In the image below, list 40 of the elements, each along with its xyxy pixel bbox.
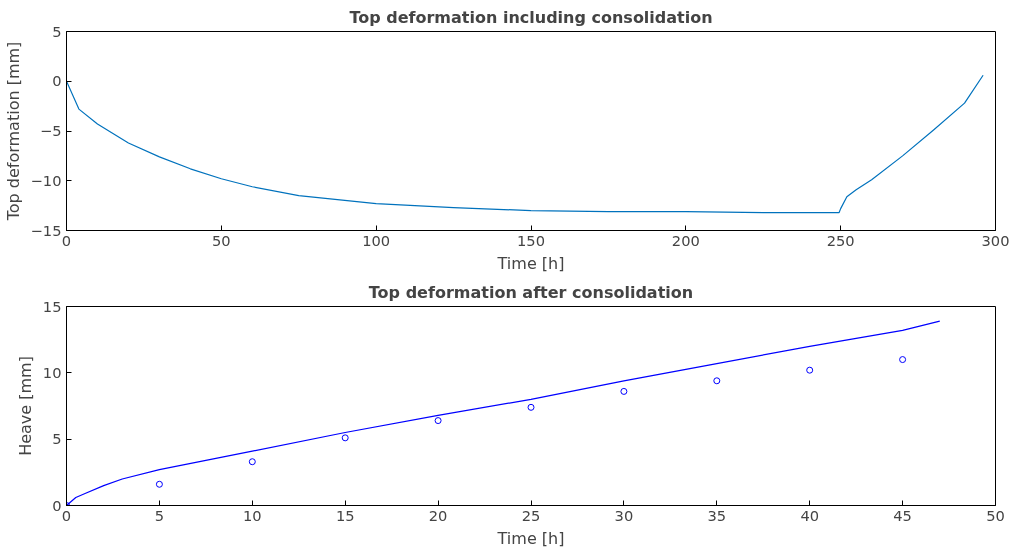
- line-series: [66, 74, 984, 214]
- x-tick-label: 50: [212, 231, 231, 249]
- y-tick-label: 5: [52, 430, 62, 448]
- x-tick-label: 30: [614, 506, 634, 524]
- point: [899, 356, 907, 364]
- x-axis-title: Time [h]: [496, 528, 565, 548]
- x-tick-label: 300: [981, 231, 1010, 249]
- point: [620, 387, 628, 395]
- x-tick-label: 40: [800, 506, 820, 524]
- chart-title: Top deformation including consolidation: [349, 7, 713, 27]
- x-axis-title: Time [h]: [496, 253, 565, 273]
- y-tick-label: 5: [52, 22, 62, 40]
- x-tick-label: 250: [826, 231, 855, 249]
- point: [248, 458, 256, 466]
- point: [713, 377, 721, 385]
- x-tick-label: 15: [335, 506, 355, 524]
- x-tick-label: 5: [154, 506, 165, 524]
- x-tick-label: 200: [671, 231, 700, 249]
- point: [527, 403, 535, 411]
- x-tick-label: 20: [428, 506, 448, 524]
- point: [434, 417, 442, 425]
- x-tick-label: 100: [362, 231, 391, 249]
- y-axis-title: Heave [mm]: [15, 356, 35, 456]
- y-tick-label: 15: [42, 297, 62, 315]
- point: [341, 434, 349, 442]
- y-tick-label: 10: [42, 363, 62, 381]
- y-tick-label: −10: [30, 171, 62, 189]
- x-tick-label: 50: [986, 506, 1005, 524]
- point: [155, 480, 163, 488]
- y-tick-label: 0: [52, 72, 62, 90]
- x-tick-label: 10: [242, 506, 262, 524]
- chart-title: Top deformation after consolidation: [368, 282, 694, 302]
- x-tick-label: 35: [707, 506, 727, 524]
- x-tick-label: 25: [521, 506, 541, 524]
- x-tick-label: 45: [893, 506, 912, 524]
- y-tick-label: −15: [30, 221, 62, 239]
- y-axis-title: Top deformation [mm]: [3, 41, 23, 222]
- point: [806, 366, 814, 374]
- x-tick-label: 150: [517, 231, 545, 249]
- y-tick-label: −5: [39, 122, 62, 139]
